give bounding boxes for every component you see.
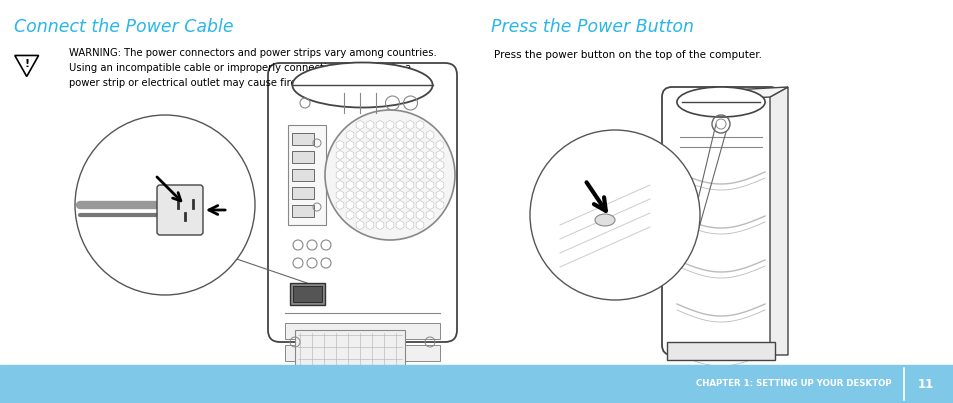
Text: Connect the Power Cable: Connect the Power Cable bbox=[14, 18, 233, 36]
Ellipse shape bbox=[292, 62, 432, 108]
Circle shape bbox=[325, 110, 455, 240]
Text: !: ! bbox=[24, 60, 30, 69]
Polygon shape bbox=[769, 87, 787, 355]
Bar bbox=[285, 345, 439, 361]
Circle shape bbox=[530, 130, 700, 300]
FancyBboxPatch shape bbox=[661, 87, 780, 355]
Text: Press the power button on the top of the computer.: Press the power button on the top of the… bbox=[494, 50, 761, 60]
Text: 11: 11 bbox=[916, 378, 933, 391]
Circle shape bbox=[75, 115, 254, 295]
Bar bbox=[292, 205, 314, 217]
Bar bbox=[669, 102, 771, 127]
Bar bbox=[293, 286, 322, 302]
Ellipse shape bbox=[595, 214, 615, 226]
Bar bbox=[294, 330, 405, 385]
Bar bbox=[285, 323, 439, 339]
Bar bbox=[288, 125, 326, 225]
Bar bbox=[0, 365, 953, 403]
Polygon shape bbox=[681, 87, 787, 102]
FancyBboxPatch shape bbox=[157, 185, 203, 235]
Bar bbox=[292, 187, 314, 199]
Text: CHAPTER 1: SETTING UP YOUR DESKTOP: CHAPTER 1: SETTING UP YOUR DESKTOP bbox=[696, 380, 891, 388]
Bar bbox=[285, 367, 439, 383]
Bar bbox=[290, 283, 325, 305]
Bar bbox=[292, 151, 314, 163]
Bar bbox=[274, 85, 450, 115]
Bar bbox=[666, 342, 774, 360]
FancyBboxPatch shape bbox=[268, 63, 456, 342]
Bar bbox=[292, 169, 314, 181]
Ellipse shape bbox=[677, 87, 764, 117]
Text: Press the Power Button: Press the Power Button bbox=[491, 18, 694, 36]
Text: WARNING: The power connectors and power strips vary among countries.
Using an in: WARNING: The power connectors and power … bbox=[69, 48, 436, 88]
Bar bbox=[292, 133, 314, 145]
